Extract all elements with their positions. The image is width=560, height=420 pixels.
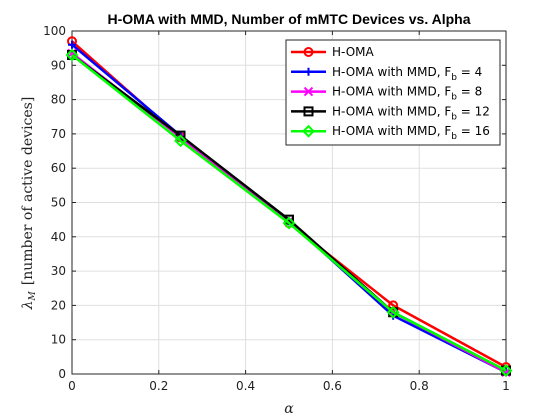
- x-tick-label: 0: [68, 379, 76, 393]
- legend-label-tail: = 16: [457, 124, 490, 138]
- legend-label-subscript: b: [451, 93, 457, 103]
- y-tick-label: 70: [51, 127, 66, 141]
- y-axis-label-lambda: λ: [20, 300, 36, 310]
- x-tick-label: 0.4: [236, 379, 255, 393]
- legend-label: H-OMA with MMD, Fb = 4: [332, 65, 482, 83]
- data-point: [388, 300, 399, 311]
- legend-marker: [302, 124, 315, 138]
- series-layer: [65, 36, 513, 377]
- legend-marker: [303, 106, 314, 117]
- legend-entry: H-OMA with MMD, Fb = 4: [291, 65, 482, 83]
- legend-label-tail: = 4: [457, 65, 482, 79]
- y-axis-label: λM [number of active devices]: [20, 97, 38, 311]
- legend-marker: [303, 86, 314, 97]
- chart-title: H-OMA with MMD, Number of mMTC Devices v…: [108, 11, 471, 27]
- data-point: [499, 364, 513, 377]
- y-tick-label: 0: [58, 367, 66, 381]
- x-tick-label: 1: [502, 379, 510, 393]
- series-line: [71, 54, 507, 372]
- y-tick-label: 40: [51, 230, 66, 244]
- legend-marker: [304, 67, 313, 76]
- x-axis-label: α: [284, 401, 294, 417]
- legend-entry: H-OMA with MMD, Fb = 8: [291, 85, 482, 103]
- legend-label-subscript: b: [451, 112, 457, 122]
- legend-entry: H-OMA with MMD, Fb = 12: [291, 104, 490, 122]
- data-point: [65, 48, 79, 62]
- data-point: [174, 134, 187, 148]
- legend-label-main: H-OMA with MMD, F: [332, 85, 451, 99]
- x-tick-label: 0.6: [323, 379, 342, 393]
- legend-label-subscript: b: [451, 132, 457, 142]
- y-tick-label: 80: [51, 93, 66, 107]
- y-axis-label-text: [number of active devices]: [20, 97, 36, 286]
- y-tick-label: 10: [51, 333, 66, 347]
- y-tick-label: 100: [43, 24, 66, 38]
- y-tick-label: 60: [51, 161, 66, 175]
- y-axis-label-subscript: M: [28, 290, 38, 301]
- legend-label-main: H-OMA with MMD, F: [332, 124, 451, 138]
- data-point: [68, 40, 76, 49]
- legend-label-tail: = 12: [457, 104, 490, 118]
- legend-label-main: H-OMA: [332, 45, 374, 59]
- legend-label-main: H-OMA with MMD, F: [332, 65, 451, 79]
- y-tick-label: 30: [51, 264, 66, 278]
- legend-marker: [303, 47, 314, 57]
- x-tick-label: 0.2: [149, 379, 168, 393]
- data-point: [282, 216, 296, 230]
- legend-entry: H-OMA: [291, 45, 374, 59]
- legend-label-main: H-OMA with MMD, F: [332, 104, 451, 118]
- y-tick-label: 50: [51, 196, 66, 210]
- legend-label: H-OMA: [332, 45, 374, 59]
- y-tick-label: 20: [51, 298, 66, 312]
- data-point: [386, 305, 400, 319]
- x-tick-label: 0.8: [410, 379, 429, 393]
- legend-label-subscript: b: [451, 73, 457, 83]
- legend-label: H-OMA with MMD, Fb = 8: [332, 85, 482, 103]
- legend-label: H-OMA with MMD, Fb = 12: [332, 104, 490, 122]
- series-5: [65, 48, 513, 377]
- legend-entry: H-OMA with MMD, Fb = 16: [291, 124, 490, 142]
- legend-label-tail: = 8: [457, 85, 482, 99]
- legend-label: H-OMA with MMD, Fb = 16: [332, 124, 490, 142]
- y-tick-label: 90: [51, 58, 66, 72]
